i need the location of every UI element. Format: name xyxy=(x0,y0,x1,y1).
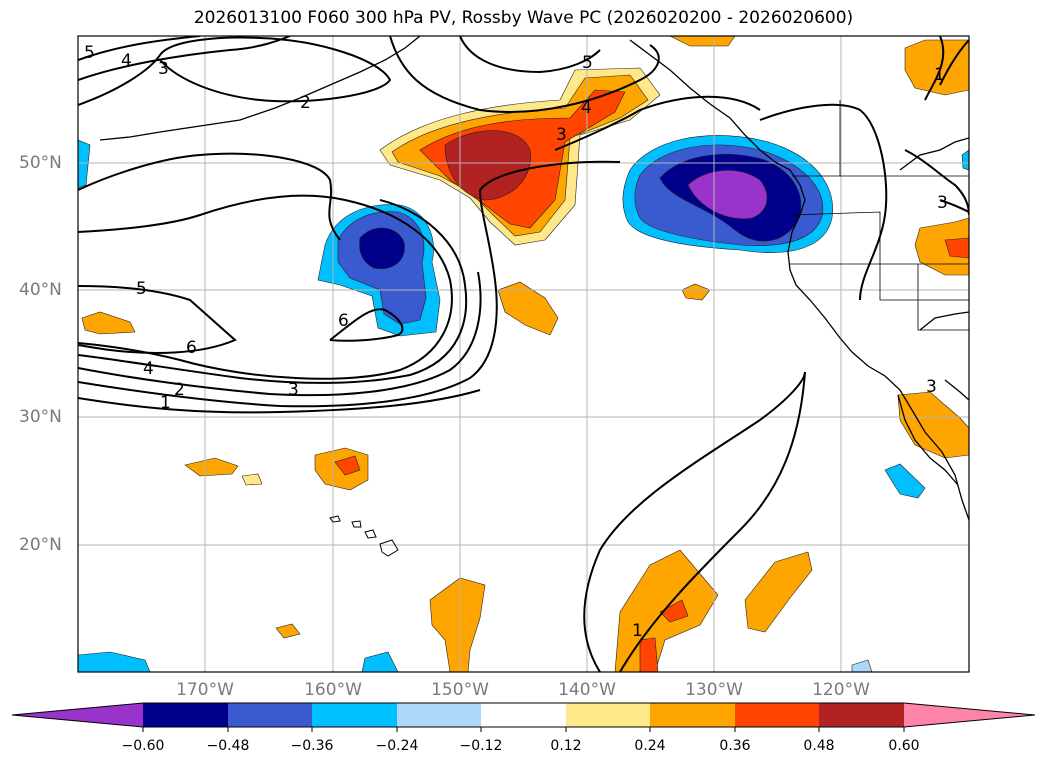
lon-label: 140°W xyxy=(558,680,616,700)
pv-contours xyxy=(78,36,969,672)
colorbar-tick-label: 0.36 xyxy=(719,738,751,754)
map-frame xyxy=(77,35,970,673)
contour-label: 3 xyxy=(288,380,299,400)
lat-label: 40°N xyxy=(19,280,62,300)
lat-label: 20°N xyxy=(19,535,62,555)
contour-label: 3 xyxy=(926,377,937,397)
contour-label: 5 xyxy=(136,279,147,299)
colorbar xyxy=(11,702,1036,732)
colorbar-tick-label: 0.60 xyxy=(888,738,920,754)
colorbar-tick-label: −0.48 xyxy=(206,738,250,754)
lat-label: 30°N xyxy=(19,407,62,427)
colorbar-tick-label: −0.36 xyxy=(290,738,334,754)
coastlines xyxy=(99,36,969,521)
contour-label: 3 xyxy=(556,125,567,145)
contour-label: 5 xyxy=(582,53,593,73)
contour-label: 2 xyxy=(174,380,185,400)
colorbar-tick-label: −0.24 xyxy=(375,738,419,754)
contour-label: 3 xyxy=(158,59,169,79)
contour-label: 3 xyxy=(937,193,948,213)
contour-label: 5 xyxy=(84,43,95,63)
map-title: 2026013100 F060 300 hPa PV, Rossby Wave … xyxy=(193,8,854,28)
lon-label: 120°W xyxy=(812,680,870,700)
contour-label: 1 xyxy=(934,65,945,85)
lon-label: 130°W xyxy=(685,680,743,700)
contour-label: 6 xyxy=(186,338,197,358)
lon-label: 150°W xyxy=(431,680,489,700)
colorbar-tick-label: 0.48 xyxy=(803,738,835,754)
colorbar-extend-high xyxy=(904,703,1035,727)
graticule xyxy=(78,36,969,672)
lat-label: 50°N xyxy=(19,153,62,173)
contour-label: 2 xyxy=(300,93,311,113)
colorbar-tick-label: 0.12 xyxy=(550,738,582,754)
state-borders xyxy=(789,100,969,331)
lon-label: 170°W xyxy=(176,680,234,700)
contour-labels: 5 4 3 2 5 6 6 4 2 1 3 3 4 5 3 1 1 3 xyxy=(84,43,948,641)
colorbar-tick-label: 0.24 xyxy=(634,738,666,754)
lon-label: 160°W xyxy=(304,680,362,700)
contour-label: 4 xyxy=(581,98,592,118)
colorbar-extend-low xyxy=(12,703,143,727)
contour-label: 1 xyxy=(160,393,171,413)
colorbar-tick-label: −0.60 xyxy=(121,738,165,754)
hawaii-islands xyxy=(329,515,399,557)
contour-label: 6 xyxy=(338,311,349,331)
colorbar-tick-label: −0.12 xyxy=(459,738,503,754)
contour-label: 4 xyxy=(121,51,132,71)
contour-label: 4 xyxy=(143,359,154,379)
map-plot-area: 5 4 3 2 5 6 6 4 2 1 3 3 4 5 3 1 1 3 xyxy=(78,36,969,672)
positive-anomaly-fill xyxy=(81,36,969,672)
contour-label: 1 xyxy=(632,621,643,641)
